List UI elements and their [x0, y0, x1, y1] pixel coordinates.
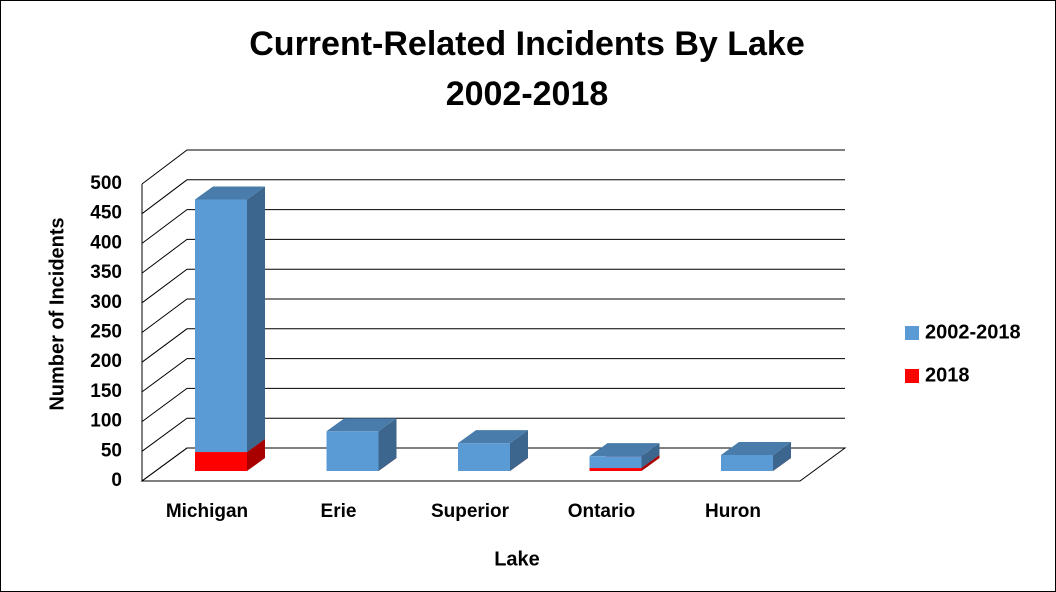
bar-side [247, 439, 265, 471]
y-axis-label: Number of Incidents [46, 217, 68, 410]
bar [195, 452, 247, 471]
y-tick-label: 100 [90, 411, 122, 432]
legend-label: 2018 [925, 364, 970, 386]
bar-side [247, 186, 265, 453]
grid-line [141, 149, 845, 185]
x-tick-label: Huron [705, 501, 761, 522]
grid-line [141, 209, 845, 244]
y-tick-label: 0 [111, 470, 122, 491]
y-tick-label: 200 [90, 351, 122, 372]
y-tick-label: 450 [90, 203, 122, 224]
y-tick-label: 400 [90, 232, 122, 253]
x-tick-label: Erie [321, 501, 357, 522]
chart-title: 2002-2018 [446, 75, 609, 113]
bar [195, 199, 247, 453]
x-axis-label: Lake [494, 548, 540, 570]
legend-swatch [905, 326, 919, 340]
grid-line [141, 387, 845, 423]
chart-title: Current-Related Incidents By Lake [249, 25, 804, 63]
bar [326, 431, 379, 471]
grid-line [141, 268, 845, 304]
bar-side [641, 455, 660, 471]
bar-top [721, 441, 791, 455]
grid-line [141, 358, 845, 393]
x-tick-label: Michigan [166, 501, 248, 522]
y-tick-label: 300 [90, 292, 122, 313]
grid-line [141, 298, 845, 333]
bar [458, 443, 510, 471]
bar-side [641, 443, 660, 469]
bar-top [195, 186, 265, 200]
legend-swatch [905, 369, 919, 383]
bar-side [773, 441, 791, 471]
x-tick-label: Superior [431, 501, 510, 522]
bar [589, 468, 642, 471]
y-tick-label: 250 [90, 322, 122, 343]
bar-side [510, 430, 528, 471]
grid-line [141, 179, 845, 215]
legend-label: 2002-2018 [925, 321, 1021, 343]
bar-top [326, 418, 397, 432]
y-tick-label: 500 [90, 173, 122, 194]
y-tick-label: 50 [101, 440, 122, 461]
y-tick-label: 350 [90, 262, 122, 283]
bar-top [458, 430, 528, 444]
grid-line [141, 328, 845, 363]
bar [721, 454, 773, 471]
grid-line [141, 417, 845, 452]
bar [589, 456, 642, 469]
grid-line [141, 238, 845, 274]
bar-top [589, 443, 660, 457]
y-tick-label: 150 [90, 381, 122, 402]
x-tick-label: Ontario [568, 501, 636, 522]
bar-side [378, 418, 397, 471]
